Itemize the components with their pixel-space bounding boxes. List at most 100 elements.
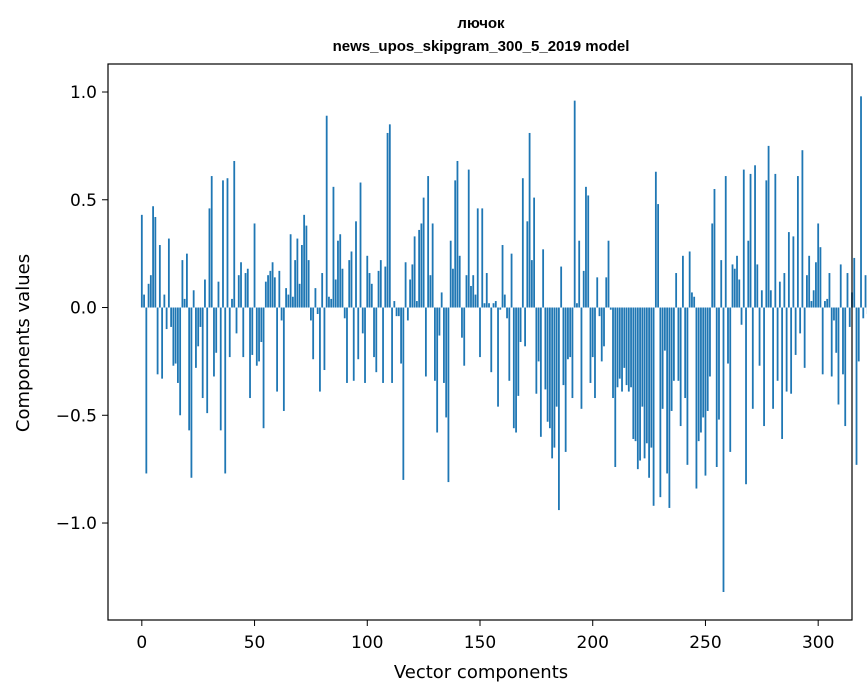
bar: [443, 308, 445, 383]
bar: [188, 308, 190, 431]
bar: [344, 308, 346, 319]
bar: [163, 295, 165, 308]
bar: [191, 308, 193, 478]
bar: [723, 308, 725, 592]
bar: [626, 308, 628, 386]
bar: [860, 96, 862, 307]
bar: [393, 301, 395, 307]
bar: [274, 277, 276, 307]
bar: [786, 308, 788, 392]
bar: [504, 295, 506, 308]
bar: [765, 180, 767, 307]
bar: [150, 275, 152, 307]
bar: [418, 230, 420, 308]
bar: [292, 297, 294, 308]
bar: [249, 308, 251, 399]
bar: [312, 308, 314, 360]
bar: [184, 299, 186, 308]
bar: [448, 308, 450, 483]
bar: [741, 308, 743, 325]
bar: [175, 308, 177, 364]
bar: [700, 308, 702, 433]
bar: [389, 124, 391, 307]
bar: [310, 308, 312, 321]
bar: [657, 204, 659, 307]
bar: [770, 290, 772, 307]
bar: [346, 308, 348, 383]
y-tick-label: −1.0: [56, 514, 97, 534]
bar: [283, 308, 285, 411]
bar: [434, 308, 436, 381]
bar: [308, 260, 310, 307]
x-tick-label: 0: [136, 633, 147, 653]
bar: [718, 308, 720, 420]
bar: [574, 101, 576, 308]
bar: [756, 264, 758, 307]
bar: [466, 275, 468, 307]
bar: [709, 308, 711, 377]
bar: [423, 198, 425, 308]
bar: [797, 176, 799, 307]
bar: [811, 301, 813, 307]
bar: [761, 290, 763, 307]
y-tick-label: 1.0: [70, 83, 97, 103]
bar: [590, 308, 592, 383]
bar: [727, 308, 729, 364]
bar: [738, 280, 740, 308]
bar: [229, 308, 231, 358]
bar: [375, 308, 377, 373]
bar: [666, 308, 668, 474]
bar: [687, 308, 689, 465]
bar: [531, 260, 533, 307]
bar: [529, 133, 531, 308]
bar: [520, 308, 522, 342]
bar: [844, 308, 846, 427]
bar: [691, 292, 693, 307]
bar: [170, 308, 172, 327]
y-tick-label: 0.0: [70, 299, 97, 319]
x-tick-label: 200: [577, 633, 609, 653]
bar: [799, 308, 801, 334]
bar: [508, 308, 510, 381]
bar: [238, 275, 240, 307]
bar: [725, 176, 727, 307]
bar: [256, 308, 258, 366]
bar: [824, 301, 826, 307]
bar: [617, 308, 619, 388]
bar: [145, 308, 147, 474]
bar: [675, 273, 677, 307]
bar: [558, 308, 560, 511]
bar: [301, 245, 303, 308]
y-axis-label: Components values: [13, 254, 34, 432]
bar: [599, 308, 601, 317]
bar: [732, 264, 734, 307]
bar: [849, 308, 851, 327]
bar: [549, 308, 551, 429]
y-tick-label: 0.5: [70, 191, 97, 211]
bar: [763, 308, 765, 427]
bar: [684, 308, 686, 399]
bar: [202, 308, 204, 399]
bar: [734, 269, 736, 308]
bar: [161, 308, 163, 379]
bar: [430, 275, 432, 307]
bar: [168, 239, 170, 308]
bar: [554, 308, 556, 448]
bar: [315, 288, 317, 307]
bar: [853, 258, 855, 308]
bar: [206, 308, 208, 414]
bar: [258, 308, 260, 362]
bar: [560, 267, 562, 308]
bar: [792, 236, 794, 307]
bar: [540, 308, 542, 437]
bar: [538, 308, 540, 362]
bar: [653, 308, 655, 506]
bar: [454, 180, 456, 307]
bar: [294, 260, 296, 307]
bar: [535, 308, 537, 394]
bar: [495, 301, 497, 307]
bar: [159, 245, 161, 308]
bar: [707, 308, 709, 411]
bar: [197, 308, 199, 347]
bar: [233, 161, 235, 308]
